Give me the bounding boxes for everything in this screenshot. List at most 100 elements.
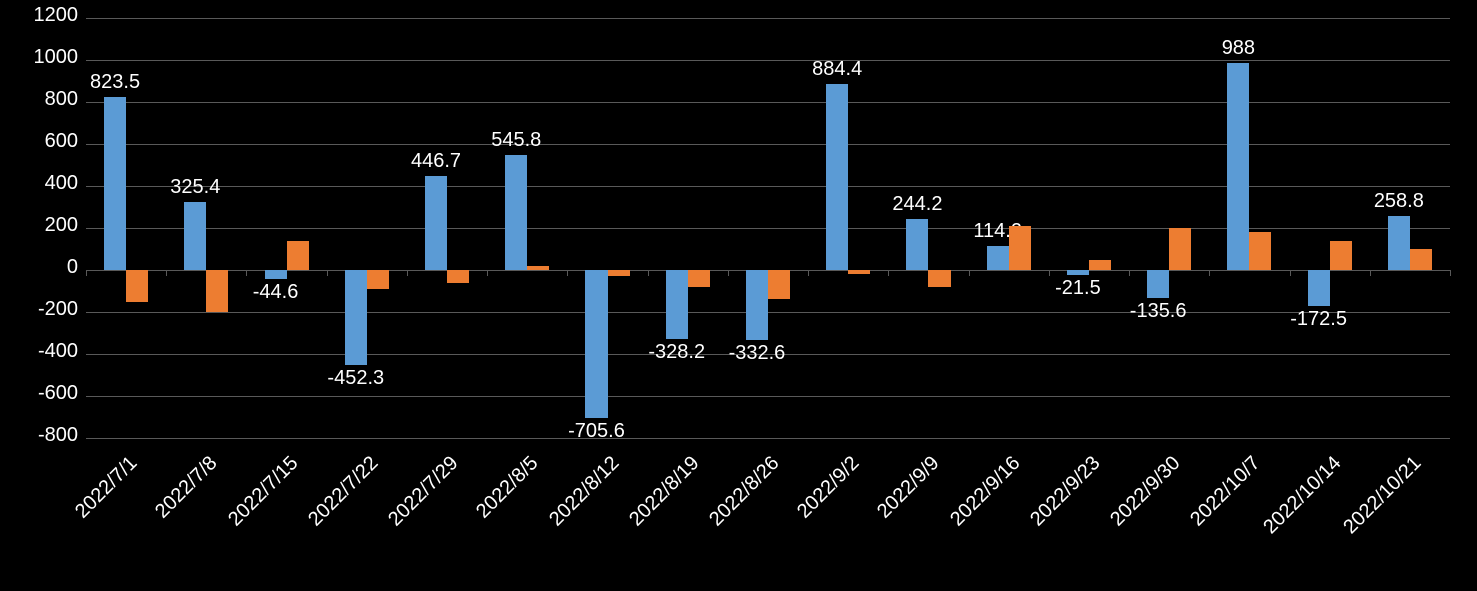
data-label: -332.6 xyxy=(712,342,802,365)
bar-series2 xyxy=(1330,241,1352,270)
x-tick-label: 2022/8/26 xyxy=(705,452,784,531)
x-tick xyxy=(728,270,729,276)
data-label: -172.5 xyxy=(1274,308,1364,331)
bar-series2 xyxy=(206,270,228,312)
y-tick-label: -400 xyxy=(38,340,78,363)
bar-series2 xyxy=(287,241,309,270)
data-label: -705.6 xyxy=(551,420,641,443)
bar-series1 xyxy=(1067,270,1089,275)
bar-series1 xyxy=(505,155,527,270)
bar-series2 xyxy=(367,270,389,289)
bar-series1 xyxy=(1308,270,1330,306)
bar-series2 xyxy=(608,270,630,276)
x-tick-label: 2022/7/8 xyxy=(151,452,222,523)
y-tick-label: 1200 xyxy=(34,4,79,27)
bar-series1 xyxy=(906,219,928,270)
bar-series2 xyxy=(688,270,710,287)
y-tick-label: 600 xyxy=(45,130,78,153)
grid-line xyxy=(86,312,1450,313)
bar-series1 xyxy=(826,84,848,270)
data-label: 258.8 xyxy=(1354,190,1444,213)
y-tick-label: 200 xyxy=(45,214,78,237)
data-label: -21.5 xyxy=(1033,277,1123,300)
x-tick-label: 2022/9/9 xyxy=(873,452,944,523)
y-tick-label: -800 xyxy=(38,424,78,447)
x-tick xyxy=(969,270,970,276)
bar-series2 xyxy=(928,270,950,287)
grid-line xyxy=(86,60,1450,61)
data-label: -328.2 xyxy=(632,341,722,364)
x-tick-label: 2022/10/21 xyxy=(1339,452,1426,539)
x-tick xyxy=(648,270,649,276)
x-tick-label: 2022/10/14 xyxy=(1259,452,1346,539)
bar-series2 xyxy=(768,270,790,299)
bar-series2 xyxy=(1009,226,1031,270)
bar-series1 xyxy=(746,270,768,340)
data-label: -44.6 xyxy=(231,281,321,304)
y-tick-label: -600 xyxy=(38,382,78,405)
x-tick xyxy=(1450,270,1451,276)
data-label: 325.4 xyxy=(150,176,240,199)
bar-series1 xyxy=(425,176,447,270)
bar-series2 xyxy=(1169,228,1191,270)
data-label: 823.5 xyxy=(70,71,160,94)
data-label: -452.3 xyxy=(311,367,401,390)
grid-line xyxy=(86,18,1450,19)
x-tick-label: 2022/9/23 xyxy=(1026,452,1105,531)
y-tick-label: 1000 xyxy=(34,46,79,69)
bar-series1 xyxy=(585,270,607,418)
x-tick-label: 2022/8/12 xyxy=(545,452,624,531)
grid-line xyxy=(86,438,1450,439)
x-tick xyxy=(86,270,87,276)
bar-series1 xyxy=(345,270,367,365)
x-tick xyxy=(808,270,809,276)
y-tick-label: -200 xyxy=(38,298,78,321)
x-tick xyxy=(407,270,408,276)
x-tick xyxy=(567,270,568,276)
data-label: 884.4 xyxy=(792,58,882,81)
x-tick-label: 2022/7/1 xyxy=(71,452,142,523)
bar-series1 xyxy=(987,246,1009,270)
bar-series1 xyxy=(1388,216,1410,270)
bar-series1 xyxy=(184,202,206,270)
x-tick-label: 2022/9/2 xyxy=(793,452,864,523)
x-tick-label: 2022/10/7 xyxy=(1186,452,1265,531)
x-tick-label: 2022/9/30 xyxy=(1106,452,1185,531)
x-tick-label: 2022/7/22 xyxy=(304,452,383,531)
x-tick-label: 2022/7/15 xyxy=(224,452,303,531)
y-tick-label: 0 xyxy=(67,256,78,279)
x-tick xyxy=(1049,270,1050,276)
bar-series2 xyxy=(1249,232,1271,270)
x-tick xyxy=(246,270,247,276)
bar-series2 xyxy=(1089,260,1111,271)
bar-series2 xyxy=(527,266,549,270)
bar-series1 xyxy=(1227,63,1249,270)
data-label: 988 xyxy=(1193,37,1283,60)
x-tick-label: 2022/7/29 xyxy=(384,452,463,531)
bar-series2 xyxy=(126,270,148,302)
bar-series1 xyxy=(104,97,126,270)
bar-series2 xyxy=(848,270,870,274)
x-tick xyxy=(888,270,889,276)
x-tick xyxy=(1129,270,1130,276)
x-tick xyxy=(1209,270,1210,276)
data-label: 545.8 xyxy=(471,129,561,152)
x-tick xyxy=(166,270,167,276)
y-tick-label: 400 xyxy=(45,172,78,195)
x-tick xyxy=(1370,270,1371,276)
bar-series1 xyxy=(265,270,287,279)
bar-series1 xyxy=(1147,270,1169,298)
x-tick-label: 2022/9/16 xyxy=(946,452,1025,531)
data-label: 244.2 xyxy=(872,193,962,216)
x-tick xyxy=(327,270,328,276)
x-tick xyxy=(487,270,488,276)
data-label: -135.6 xyxy=(1113,300,1203,323)
bar-series2 xyxy=(447,270,469,283)
x-tick-label: 2022/8/5 xyxy=(472,452,543,523)
bar-series2 xyxy=(1410,249,1432,270)
x-tick xyxy=(1290,270,1291,276)
data-label: 446.7 xyxy=(391,150,481,173)
grouped-bar-chart: -800-600-400-200020040060080010001200823… xyxy=(0,0,1477,591)
bar-series1 xyxy=(666,270,688,339)
x-tick-label: 2022/8/19 xyxy=(625,452,704,531)
